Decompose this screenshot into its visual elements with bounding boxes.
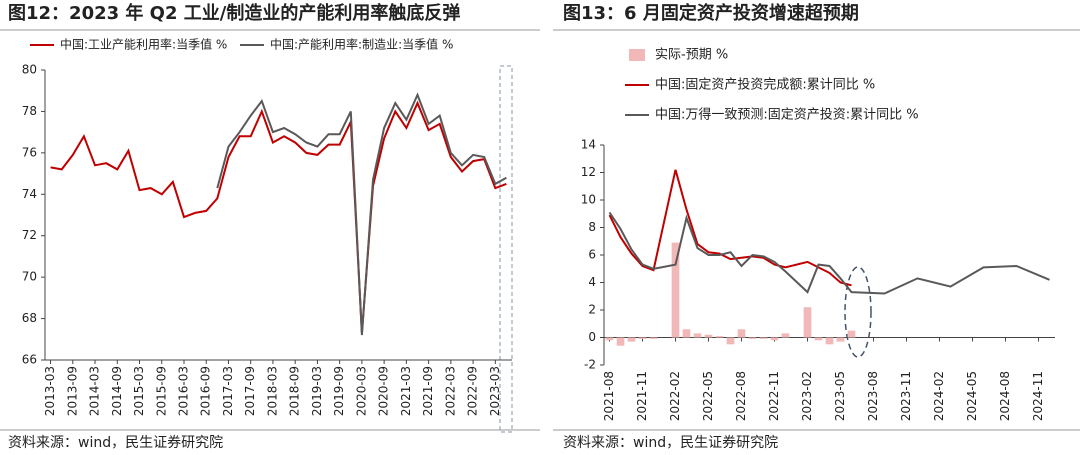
source: 资料来源：wind，民生证券研究院 xyxy=(563,435,778,451)
y-tick-label: 0 xyxy=(588,330,596,344)
y-tick-label: 10 xyxy=(581,193,596,207)
y-tick-label: 70 xyxy=(22,270,37,284)
x-tick-label: 2017-09 xyxy=(243,366,257,416)
x-tick-label: 2022-11 xyxy=(767,371,781,421)
bar xyxy=(726,337,735,345)
series-line xyxy=(608,169,852,287)
highlight-ellipse xyxy=(844,266,872,358)
x-tick-label: 2014-09 xyxy=(110,366,124,416)
legend-swatch xyxy=(629,49,645,61)
bar xyxy=(781,333,790,338)
x-tick-label: 2021-11 xyxy=(635,371,649,421)
x-tick-label: 2022-05 xyxy=(701,371,715,421)
x-tick-label: 2014-03 xyxy=(88,366,102,416)
x-tick-label: 2018-03 xyxy=(265,366,279,416)
x-tick-label: 2023-11 xyxy=(899,371,913,421)
y-tick-label: 14 xyxy=(581,138,596,152)
x-tick-label: 2020-09 xyxy=(377,366,391,416)
series-line xyxy=(50,100,507,334)
bar xyxy=(671,242,680,338)
x-tick-label: 2020-03 xyxy=(354,366,368,416)
chart-title: 图13：6 月固定资产投资增速超预期 xyxy=(563,2,859,24)
x-tick-label: 2023-03 xyxy=(488,366,502,416)
y-tick-label: 80 xyxy=(22,63,37,77)
x-tick-label: 2023-02 xyxy=(800,371,814,421)
x-tick-label: 2024-08 xyxy=(998,371,1012,421)
bar xyxy=(649,337,658,339)
y-tick-label: 4 xyxy=(588,275,596,289)
bar xyxy=(638,337,647,339)
bar xyxy=(682,329,691,338)
bar xyxy=(616,337,625,346)
x-tick-label: 2015-09 xyxy=(154,366,168,416)
chart-title: 图12：2023 年 Q2 工业/制造业的产能利用率触底反弹 xyxy=(8,2,460,24)
y-tick-label: 66 xyxy=(22,353,37,367)
y-tick-label: 12 xyxy=(581,165,596,179)
x-tick-label: 2023-08 xyxy=(866,371,880,421)
bar xyxy=(737,329,746,338)
x-tick-label: 2021-03 xyxy=(399,366,413,416)
y-tick-label: 76 xyxy=(22,145,37,159)
y-tick-label: -2 xyxy=(584,358,596,372)
bar xyxy=(693,333,702,338)
x-tick-label: 2019-03 xyxy=(310,366,324,416)
x-tick-label: 2024-11 xyxy=(1031,371,1045,421)
y-tick-label: 68 xyxy=(22,311,37,325)
x-tick-label: 2013-03 xyxy=(43,366,57,416)
series-line xyxy=(216,92,507,336)
bar xyxy=(627,337,636,342)
x-tick-label: 2021-09 xyxy=(421,366,435,416)
y-tick-label: 74 xyxy=(22,187,37,201)
x-tick-label: 2022-03 xyxy=(443,366,457,416)
y-tick-label: 72 xyxy=(22,228,37,242)
bar xyxy=(605,337,614,341)
source: 资料来源：wind，民生证券研究院 xyxy=(8,435,223,451)
bar xyxy=(715,336,724,338)
x-tick-label: 2024-05 xyxy=(965,371,979,421)
legend-label: 实际-预期 % xyxy=(655,48,728,63)
bar xyxy=(803,307,812,338)
x-tick-label: 2016-03 xyxy=(176,366,190,416)
bar xyxy=(847,330,856,338)
bar xyxy=(825,337,834,345)
bar xyxy=(770,337,779,341)
x-tick-label: 2022-08 xyxy=(734,371,748,421)
x-tick-label: 2013-09 xyxy=(65,366,79,416)
bar xyxy=(748,337,757,339)
x-tick-label: 2024-02 xyxy=(932,371,946,421)
x-tick-label: 2019-09 xyxy=(332,366,346,416)
series-line xyxy=(608,211,1050,295)
legend-label: 中国:产能利用率:制造业:当季值 % xyxy=(270,37,453,52)
bar xyxy=(836,337,845,342)
x-tick-label: 2018-09 xyxy=(288,366,302,416)
x-tick-label: 2015-03 xyxy=(132,366,146,416)
y-tick-label: 6 xyxy=(588,248,596,262)
legend-label: 中国:工业产能利用率:当季值 % xyxy=(60,37,227,52)
bar xyxy=(759,337,768,339)
x-tick-label: 2017-03 xyxy=(221,366,235,416)
legend-label: 中国:万得一致预测:固定资产投资:累计同比 % xyxy=(655,107,919,123)
x-tick-label: 2023-05 xyxy=(833,371,847,421)
y-tick-label: 8 xyxy=(588,220,596,234)
x-tick-label: 2022-02 xyxy=(668,371,682,421)
x-tick-label: 2022-09 xyxy=(466,366,480,416)
bar xyxy=(704,334,713,338)
bar xyxy=(814,337,823,341)
legend-label: 中国:固定资产投资完成额:累计同比 % xyxy=(655,77,875,93)
y-tick-label: 78 xyxy=(22,104,37,118)
x-tick-label: 2021-08 xyxy=(602,371,616,421)
x-tick-label: 2016-09 xyxy=(199,366,213,416)
y-tick-label: 2 xyxy=(588,303,596,317)
